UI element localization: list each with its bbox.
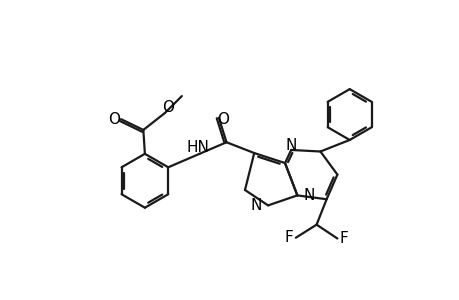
Text: HN: HN [186, 140, 209, 155]
Text: N: N [303, 188, 314, 203]
Text: N: N [285, 138, 296, 153]
Text: O: O [162, 100, 174, 115]
Text: F: F [339, 231, 348, 246]
Text: F: F [284, 230, 293, 245]
Text: O: O [108, 112, 120, 128]
Text: O: O [217, 112, 229, 128]
Text: N: N [250, 198, 261, 213]
